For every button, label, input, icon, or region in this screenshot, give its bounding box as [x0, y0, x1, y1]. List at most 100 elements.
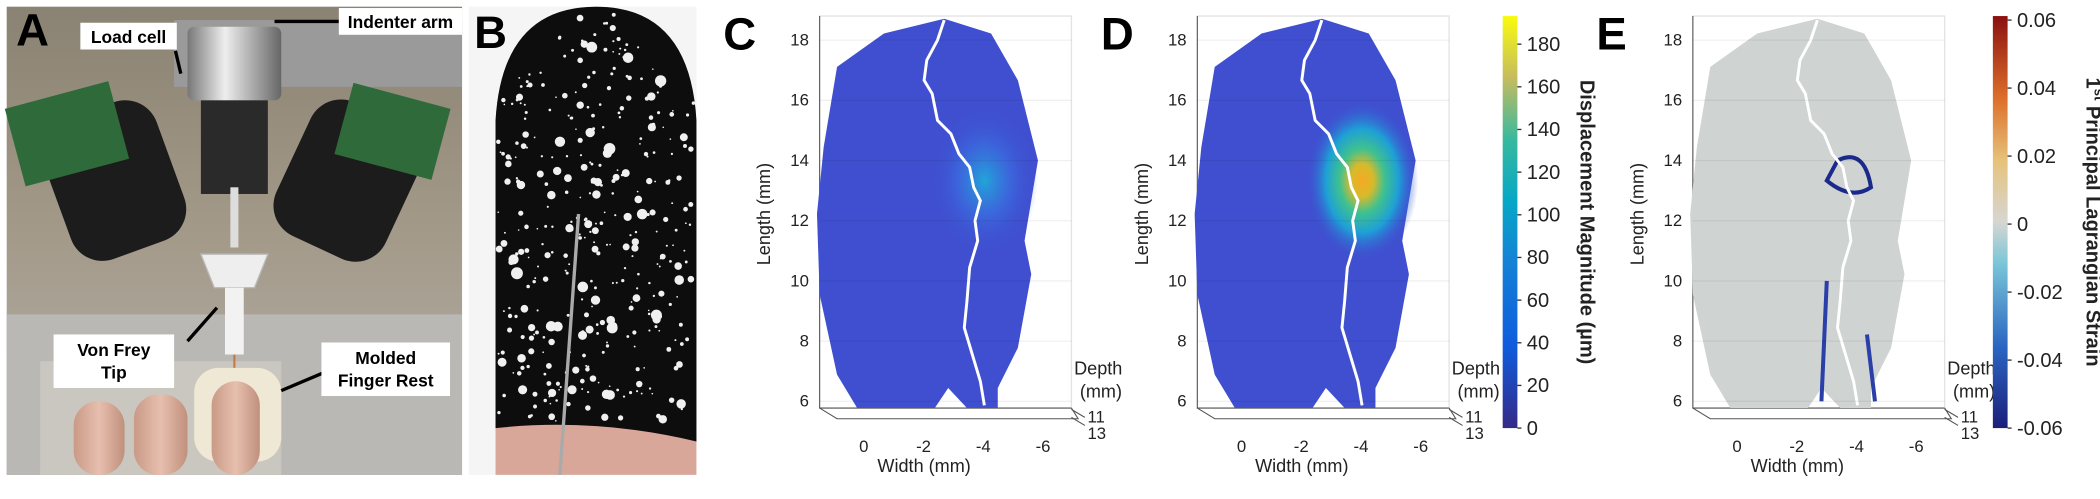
crack: [1300, 19, 1364, 406]
speckle: [542, 351, 544, 354]
speckle: [610, 72, 614, 76]
y-tick-label: 16: [1168, 91, 1187, 110]
speckle: [575, 128, 577, 130]
speckle: [504, 178, 511, 185]
x-tick-label: 0: [1237, 437, 1246, 456]
colorbar-tick-label: 0.06: [2017, 10, 2056, 32]
colorbar-tick-label: 180: [1527, 34, 1561, 56]
speckle: [687, 275, 695, 283]
speckle: [542, 335, 546, 339]
speckle: [672, 244, 674, 247]
speckle: [515, 177, 519, 180]
depth-tick-label: 13: [1961, 424, 1980, 443]
speckle: [536, 227, 539, 230]
speckle: [525, 146, 528, 149]
colorbar-tick-label: 100: [1527, 204, 1561, 226]
speckle: [528, 73, 531, 76]
y-tick-label: 12: [790, 211, 809, 230]
speckle: [623, 48, 627, 52]
speckle: [524, 248, 530, 253]
speckle: [528, 335, 535, 341]
speckle: [622, 52, 634, 63]
speckle: [688, 223, 692, 226]
speckle: [656, 91, 659, 94]
speckle: [612, 66, 616, 70]
colorbar-tick-label: 120: [1527, 162, 1561, 184]
speckle: [609, 24, 616, 32]
speckle: [515, 141, 519, 145]
speckle: [611, 282, 614, 285]
speckle: [590, 177, 597, 184]
speckle: [536, 170, 544, 178]
speckle: [617, 111, 621, 115]
speckle: [558, 35, 562, 39]
speckle: [669, 112, 675, 117]
speckle: [684, 222, 687, 225]
colorbar-title-superscript: st: [2092, 89, 2100, 101]
speckle: [683, 143, 687, 148]
speckle: [516, 371, 522, 376]
speckle: [539, 71, 542, 75]
speckle: [520, 143, 527, 149]
speckle: [581, 388, 584, 390]
speckle: [579, 154, 583, 157]
depth-tick: [1944, 416, 1959, 426]
x-tick-label: -6: [1036, 437, 1051, 456]
speckle: [592, 190, 601, 199]
speckle: [633, 345, 636, 348]
speckle: [519, 102, 522, 105]
speckle: [598, 103, 602, 106]
speckle: [601, 350, 605, 354]
speckle: [526, 284, 530, 289]
speckle: [685, 337, 690, 342]
speckle: [591, 305, 593, 308]
y-tick-label: 8: [800, 331, 809, 350]
speckle: [541, 242, 544, 246]
speckle: [527, 82, 533, 88]
speckle: [603, 22, 606, 25]
speckle: [558, 388, 560, 391]
speckle: [580, 40, 588, 48]
speckle: [647, 92, 656, 101]
colorbar-tick-label: 160: [1527, 77, 1561, 99]
colorbar-title-text: Displacement Magnitude (µm): [1575, 80, 1597, 365]
speckle: [672, 109, 674, 112]
speckle: [497, 211, 500, 213]
y-tick-label: 14: [790, 151, 809, 170]
speckle: [514, 156, 517, 159]
speckle: [567, 385, 577, 395]
colorbar-tick-label: 60: [1527, 290, 1549, 312]
y-tick-label: 8: [1177, 331, 1186, 350]
speckle: [541, 83, 545, 87]
speckle: [623, 212, 632, 222]
speckle: [620, 173, 624, 177]
speckle: [564, 269, 567, 272]
y-tick-label: 12: [1168, 211, 1187, 230]
speckle: [646, 155, 649, 158]
speckle: [663, 216, 669, 223]
speckle: [514, 314, 518, 319]
speckle: [671, 202, 674, 205]
speckle: [648, 281, 651, 285]
panel-label: B: [474, 7, 507, 58]
speckle: [580, 298, 584, 301]
depth-title: Depth: [1074, 359, 1122, 379]
speckle: [628, 305, 634, 311]
colorbar-title: Displacement Magnitude (µm): [1575, 80, 1597, 365]
x-axis-title: Width (mm): [1255, 456, 1348, 476]
speckle: [631, 255, 634, 258]
colorbar-title-number: 1: [2082, 78, 2100, 89]
speckle: [611, 12, 616, 17]
speckle: [676, 175, 682, 181]
speckle: [596, 251, 601, 256]
speckle: [647, 312, 651, 316]
speckle: [676, 361, 683, 368]
x-axis-title: Width (mm): [877, 456, 970, 476]
speckle: [658, 265, 661, 268]
speckle: [622, 395, 626, 398]
speckle: [571, 48, 575, 52]
speckle: [572, 366, 580, 374]
speckle: [601, 125, 605, 129]
